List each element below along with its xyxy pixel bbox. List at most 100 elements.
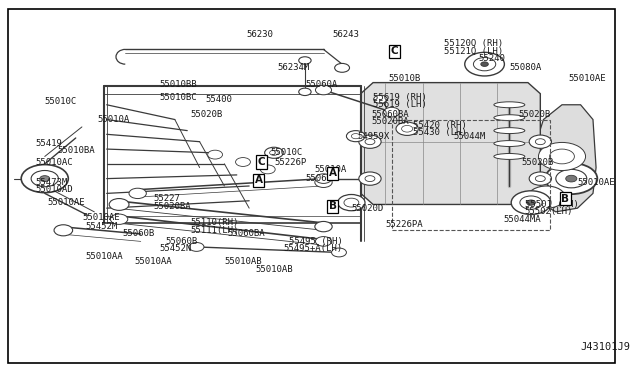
Text: 55010BB: 55010BB — [159, 80, 197, 89]
Circle shape — [40, 176, 50, 182]
Circle shape — [365, 176, 375, 182]
Text: B: B — [561, 194, 569, 204]
Circle shape — [396, 122, 419, 135]
Text: 56243: 56243 — [333, 30, 360, 39]
Text: 55121Q (LH): 55121Q (LH) — [444, 47, 504, 56]
Text: B: B — [329, 201, 337, 211]
Text: 54959X: 54959X — [358, 132, 390, 141]
Text: 55430 (LH): 55430 (LH) — [413, 128, 467, 137]
Circle shape — [260, 165, 275, 174]
Text: 55111(LH): 55111(LH) — [190, 226, 239, 235]
Text: 56234M: 56234M — [277, 63, 309, 72]
Circle shape — [129, 188, 147, 199]
Circle shape — [31, 170, 58, 187]
Text: 55020BA: 55020BA — [372, 117, 410, 126]
Text: 55020BA: 55020BA — [153, 202, 191, 211]
Circle shape — [465, 52, 504, 76]
Circle shape — [511, 191, 551, 214]
Text: 55501 (RH): 55501 (RH) — [525, 200, 579, 209]
Text: 55400: 55400 — [206, 95, 233, 104]
Text: 55010AB: 55010AB — [255, 264, 293, 273]
Circle shape — [299, 88, 311, 96]
Text: 55020B: 55020B — [518, 109, 551, 119]
Text: 55010AC: 55010AC — [35, 157, 73, 167]
Text: 55120Q (RH): 55120Q (RH) — [444, 39, 504, 48]
Text: 55060BA: 55060BA — [372, 109, 410, 119]
Text: 55010BC: 55010BC — [159, 93, 197, 102]
Text: 55010A: 55010A — [314, 165, 346, 174]
Text: 55452M: 55452M — [85, 222, 117, 231]
Circle shape — [359, 135, 381, 148]
FancyBboxPatch shape — [8, 9, 614, 363]
Circle shape — [529, 172, 552, 185]
Circle shape — [474, 58, 496, 71]
Text: 55010AD: 55010AD — [35, 185, 73, 194]
Circle shape — [338, 195, 365, 211]
Circle shape — [344, 198, 359, 207]
Circle shape — [351, 134, 360, 139]
Text: 55010B: 55010B — [388, 74, 421, 83]
Text: 55020B: 55020B — [190, 109, 223, 119]
Text: 55226P: 55226P — [274, 157, 306, 167]
Text: 55060A: 55060A — [305, 80, 337, 89]
Text: 55060B: 55060B — [166, 237, 198, 246]
Text: 55452N: 55452N — [159, 244, 191, 253]
Circle shape — [315, 177, 332, 187]
Text: 55502(LH): 55502(LH) — [525, 207, 573, 217]
Text: 55010AA: 55010AA — [85, 251, 123, 261]
Circle shape — [536, 176, 545, 182]
Text: 55020D: 55020D — [351, 203, 383, 213]
Circle shape — [545, 163, 597, 194]
Circle shape — [332, 248, 346, 257]
Circle shape — [207, 150, 223, 159]
Text: 55010C: 55010C — [45, 97, 77, 106]
Circle shape — [346, 131, 365, 142]
Circle shape — [265, 147, 284, 158]
Circle shape — [335, 63, 349, 72]
Circle shape — [316, 237, 332, 246]
Text: 55420 (RH): 55420 (RH) — [413, 121, 467, 129]
Circle shape — [556, 169, 587, 188]
Text: 55010A: 55010A — [97, 115, 130, 124]
Text: C: C — [258, 157, 266, 167]
Circle shape — [538, 142, 586, 170]
Circle shape — [527, 200, 536, 205]
Circle shape — [111, 214, 128, 224]
Ellipse shape — [494, 154, 525, 160]
Text: 55060A: 55060A — [305, 174, 337, 183]
Polygon shape — [531, 105, 596, 212]
Text: 55619 (LH): 55619 (LH) — [373, 100, 427, 109]
Text: 55010AE: 55010AE — [568, 74, 606, 83]
Circle shape — [566, 175, 577, 182]
Text: 55010AE: 55010AE — [82, 213, 120, 222]
Circle shape — [536, 139, 545, 145]
Text: 55419: 55419 — [35, 139, 62, 148]
Circle shape — [401, 125, 413, 132]
Circle shape — [54, 225, 72, 236]
Text: 56230: 56230 — [246, 30, 273, 39]
Text: 55010C: 55010C — [271, 148, 303, 157]
Text: 55010AE: 55010AE — [48, 198, 86, 207]
Text: 55240: 55240 — [478, 54, 505, 63]
Circle shape — [236, 158, 250, 166]
Circle shape — [21, 164, 68, 193]
Circle shape — [383, 108, 400, 117]
Text: A: A — [255, 176, 262, 186]
Text: 55060BA: 55060BA — [227, 230, 265, 238]
Circle shape — [109, 199, 129, 211]
Circle shape — [359, 172, 381, 185]
Circle shape — [481, 62, 488, 66]
Text: 55619 (RH): 55619 (RH) — [373, 93, 427, 102]
Text: 55495+A(LH): 55495+A(LH) — [284, 244, 342, 253]
Ellipse shape — [494, 128, 525, 134]
Ellipse shape — [494, 102, 525, 108]
Circle shape — [316, 85, 332, 95]
Text: 55010AA: 55010AA — [134, 257, 172, 266]
Polygon shape — [361, 83, 540, 205]
Ellipse shape — [494, 115, 525, 121]
Circle shape — [269, 150, 278, 155]
Text: 55010AE: 55010AE — [577, 178, 615, 187]
Text: 55010BA: 55010BA — [57, 147, 95, 155]
Text: C: C — [391, 46, 399, 56]
Circle shape — [528, 186, 565, 208]
